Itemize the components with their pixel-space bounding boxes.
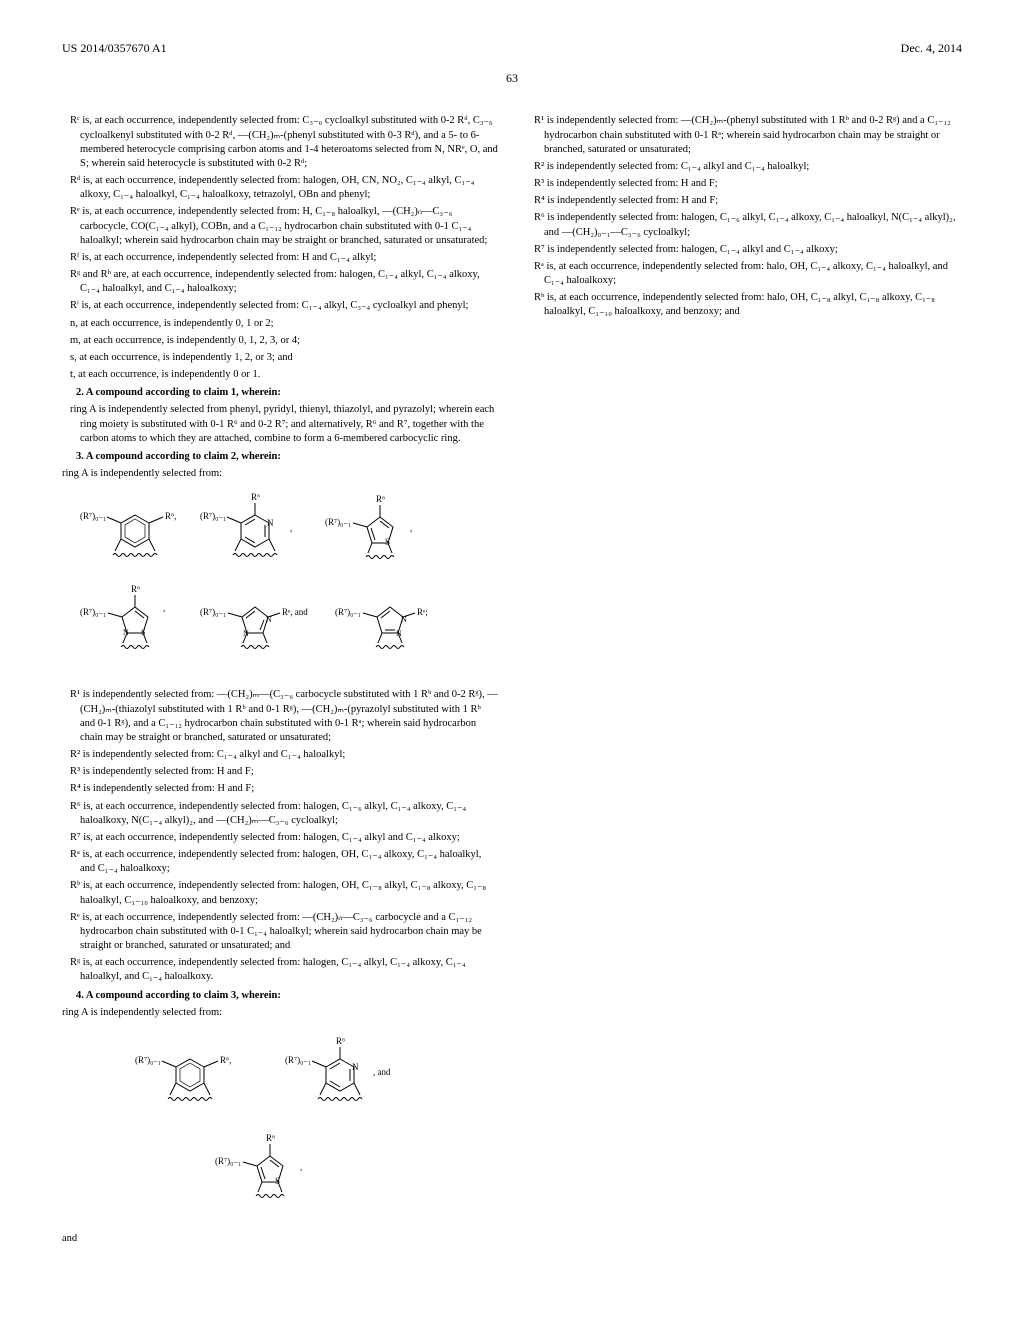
claim-2-body: ring A is independently selected from ph… [62,403,498,446]
claim-4-lead: 4. A compound according to claim 3, wher… [62,989,498,1003]
svg-text:R⁶: R⁶ [376,494,385,504]
svg-text:(R⁷)₀₋₁: (R⁷)₀₋₁ [135,1055,161,1065]
definition-item: R³ is independently selected from: H and… [526,177,962,191]
publication-date: Dec. 4, 2014 [901,40,962,56]
definition-item: Rⁱ is, at each occurrence, independently… [62,299,498,313]
svg-text:R⁶: R⁶ [266,1133,275,1143]
definition-item: R³ is independently selected from: H and… [62,765,498,779]
svg-text:(R⁷)₀₋₁: (R⁷)₀₋₁ [285,1055,311,1065]
definition-item: Rᶠ is, at each occurrence, independently… [62,251,498,265]
claim-lead-text: 2. A compound according to claim 1, wher… [76,387,281,398]
definition-item: R⁴ is independently selected from: H and… [62,782,498,796]
definition-item: R⁶ is independently selected from: halog… [526,211,962,239]
svg-text:Rᵉ, and: Rᵉ, and [282,607,308,617]
definition-item: Rᵃ is, at each occurrence, independently… [62,848,498,876]
svg-text:(R⁷)₀₋₁: (R⁷)₀₋₁ [200,607,226,617]
definition-item: Rᵉ is, at each occurrence, independently… [62,205,498,248]
page-header: US 2014/0357670 A1 Dec. 4, 2014 [62,40,962,56]
svg-text:,: , [410,523,412,533]
svg-text:R⁶,: R⁶, [220,1055,231,1065]
definition-item: Rᵍ is, at each occurrence, independently… [62,956,498,984]
definition-item: R⁴ is independently selected from: H and… [526,194,962,208]
svg-text:(R⁷)₀₋₁: (R⁷)₀₋₁ [335,607,361,617]
definition-item: t, at each occurrence, is independently … [62,368,498,382]
svg-text:,: , [300,1162,302,1172]
svg-text:R⁶,: R⁶, [165,511,176,521]
body-columns: Rᶜ is, at each occurrence, independently… [62,114,962,1264]
claim-2-lead: 2. A compound according to claim 1, wher… [62,386,498,400]
svg-text:S: S [141,628,145,637]
chemical-structures-claim4: R⁶, (R⁷)₀₋₁ N R⁶ (R⁷)₀₋₁ , an [62,1030,498,1220]
patent-page: US 2014/0357670 A1 Dec. 4, 2014 63 Rᶜ is… [0,0,1024,1320]
claim-3-ring-line: ring A is independently selected from: [62,467,498,481]
svg-text:Rᵉ;: Rᵉ; [417,607,428,617]
definition-item: Rᵍ and Rʰ are, at each occurrence, indep… [62,268,498,296]
svg-text:N: N [352,1062,359,1072]
chemical-structures-claim3: R⁶, (R⁷)₀₋₁ N R⁶ (R⁷)₀₋₁ , [62,491,498,676]
claim-4-ring-line: ring A is independently selected from: [62,1006,498,1020]
definition-item: R² is independently selected from: C₁₋₄ … [526,160,962,174]
svg-text:(R⁷)₀₋₁: (R⁷)₀₋₁ [215,1156,241,1166]
svg-text:(R⁷)₀₋₁: (R⁷)₀₋₁ [80,607,106,617]
svg-text:(R⁷)₀₋₁: (R⁷)₀₋₁ [325,517,351,527]
page-number: 63 [62,70,962,86]
definition-item: R¹ is independently selected from: —(CH₂… [526,114,962,157]
svg-text:(R⁷)₀₋₁: (R⁷)₀₋₁ [80,511,106,521]
definition-item: m, at each occurrence, is independently … [62,334,498,348]
claim-lead-text: 4. A compound according to claim 3, wher… [76,990,281,1001]
svg-text:N: N [267,518,274,528]
svg-text:,: , [163,603,165,613]
definition-item: Rᵇ is, at each occurrence, independently… [62,879,498,907]
definition-item: R² is independently selected from: C₁₋₄ … [62,748,498,762]
definition-item: Rᵃ is, at each occurrence, independently… [526,260,962,288]
svg-text:(R⁷)₀₋₁: (R⁷)₀₋₁ [200,511,226,521]
svg-text:,: , [290,523,292,533]
definition-item: R⁷ is, at each occurrence, independently… [62,831,498,845]
svg-text:, and: , and [373,1067,391,1077]
definition-item: Rᶜ is, at each occurrence, independently… [62,114,498,171]
structures-svg-1: R⁶, (R⁷)₀₋₁ N R⁶ (R⁷)₀₋₁ , [80,491,480,676]
and-line: and [62,1232,498,1246]
claim-3-r1: R¹ is independently selected from: —(CH₂… [62,688,498,745]
definition-item: Rᵈ is, at each occurrence, independently… [62,174,498,202]
structures-svg-2: R⁶, (R⁷)₀₋₁ N R⁶ (R⁷)₀₋₁ , an [100,1030,460,1220]
claim-3-lead: 3. A compound according to claim 2, wher… [62,450,498,464]
claim-lead-text: 3. A compound according to claim 2, wher… [76,451,281,462]
definition-item: s, at each occurrence, is independently … [62,351,498,365]
svg-text:R⁶: R⁶ [131,584,140,594]
definition-item: R⁷ is independently selected from: halog… [526,243,962,257]
svg-text:R⁶: R⁶ [251,492,260,502]
definition-item: R⁶ is, at each occurrence, independently… [62,800,498,828]
definition-item: Rᵇ is, at each occurrence, independently… [526,291,962,319]
definition-item: n, at each occurrence, is independently … [62,317,498,331]
svg-text:R⁶: R⁶ [336,1036,345,1046]
definition-item: Rᵉ is, at each occurrence, independently… [62,911,498,954]
publication-number: US 2014/0357670 A1 [62,40,167,56]
